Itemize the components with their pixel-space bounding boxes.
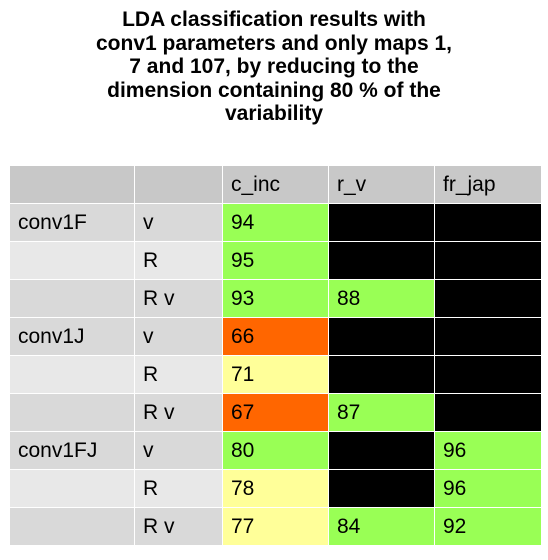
title-line: variability [224,102,324,125]
value-cell: 96 [434,431,542,470]
row-group-label [9,355,135,394]
table-row: R 95 [9,241,542,280]
value-cell: 84 [328,507,435,546]
empty-cell [328,203,435,242]
table-row: R 78 96 [9,469,542,508]
header-row: c_inc r_v fr_jap [9,165,542,204]
results-table: c_inc r_v fr_jap conv1F v 94 R 95 R v 93 88 conv… [9,165,542,546]
row-sub-label: R [134,355,223,394]
empty-cell [434,203,542,242]
value-cell: 93 [222,279,329,318]
header-cell: c_inc [222,165,329,204]
value-cell: 78 [222,469,329,508]
title-line: LDA classification results with [122,8,426,31]
empty-cell [434,241,542,280]
value-cell: 71 [222,355,329,394]
row-sub-label: R [134,241,223,280]
value-cell: 96 [434,469,542,508]
row-sub-label: R [134,469,223,508]
header-cell [9,165,135,204]
table-row: R 71 [9,355,542,394]
row-group-label: conv1J [9,317,135,356]
empty-cell [328,241,435,280]
table-body: conv1F v 94 R 95 R v 93 88 conv1J v 66 R 71 R v 67 87 co… [9,203,542,546]
empty-cell [328,355,435,394]
row-sub-label: R v [134,507,223,546]
header-cell [134,165,223,204]
empty-cell [434,317,542,356]
title-line: dimension containing 80 % of the [107,78,441,102]
empty-cell [434,279,542,318]
empty-cell [328,431,435,470]
row-group-label [9,507,135,546]
row-sub-label: R v [134,393,223,432]
row-sub-label: R v [134,279,223,318]
row-sub-label: v [134,431,223,470]
header-cell: fr_jap [434,165,542,204]
empty-cell [434,393,542,432]
table-row: conv1F v 94 [9,203,542,242]
value-cell: 66 [222,317,329,356]
value-cell: 80 [222,431,329,470]
table-row: conv1J v 66 [9,317,542,356]
row-group-label: conv1F [9,203,135,242]
value-cell: 67 [222,393,329,432]
value-cell: 87 [328,393,435,432]
table-row: conv1FJ v 80 96 [9,431,542,470]
value-cell: 95 [222,241,329,280]
row-group-label: conv1FJ [9,431,135,470]
row-group-label [9,469,135,508]
row-group-label [9,241,135,280]
value-cell: 77 [222,507,329,546]
header-cell: r_v [328,165,435,204]
title-line: conv1 parameters and only maps 1, [96,31,452,55]
title-line: 7 and 107, by reducing to the [129,55,419,78]
table-row: R v 93 88 [9,279,542,318]
table-row: R v 67 87 [9,393,542,432]
empty-cell [434,355,542,394]
row-sub-label: v [134,203,223,242]
chart-title: LDA classification results with conv1 pa… [0,8,548,126]
value-cell: 88 [328,279,435,318]
empty-cell [328,317,435,356]
value-cell: 94 [222,203,329,242]
row-group-label [9,393,135,432]
row-group-label [9,279,135,318]
row-sub-label: v [134,317,223,356]
empty-cell [328,469,435,508]
table-row: R v 77 84 92 [9,507,542,546]
value-cell: 92 [434,507,542,546]
